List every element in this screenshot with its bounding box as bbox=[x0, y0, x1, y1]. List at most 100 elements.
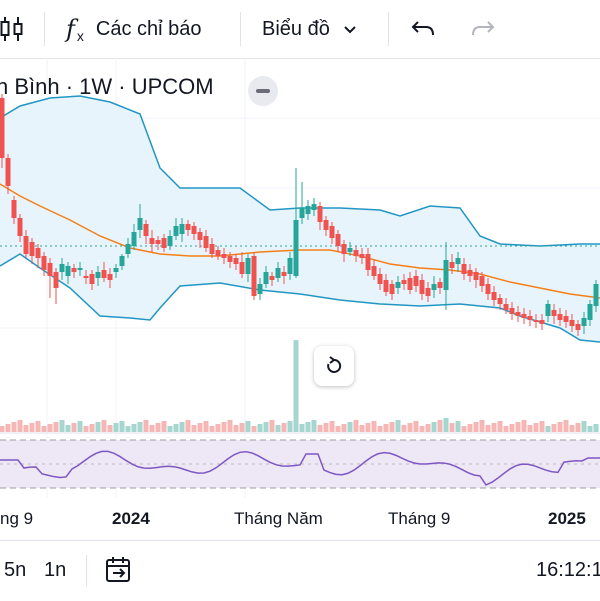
volume-bar bbox=[137, 422, 143, 432]
candle-body bbox=[245, 258, 251, 274]
volume-bar bbox=[371, 421, 377, 432]
volume-bar bbox=[473, 422, 479, 432]
volume-bar bbox=[155, 423, 161, 432]
candle-body bbox=[269, 276, 275, 280]
candle-body bbox=[203, 236, 209, 248]
candle-body bbox=[563, 316, 569, 322]
candle-body bbox=[143, 224, 149, 236]
candle-body bbox=[107, 274, 113, 280]
redo-button[interactable] bbox=[470, 0, 496, 58]
symbol-legend[interactable]: n Bình · 1W · UPCOM bbox=[0, 74, 214, 99]
volume-bar bbox=[497, 421, 503, 432]
volume-bar bbox=[263, 422, 269, 432]
volume-bar bbox=[341, 424, 347, 432]
volume-bar bbox=[173, 424, 179, 432]
candle-body bbox=[425, 288, 431, 296]
volume-bar bbox=[35, 421, 41, 432]
calendar-arrow-icon bbox=[106, 557, 130, 582]
reset-chart-button[interactable] bbox=[314, 346, 354, 386]
date-range-button[interactable] bbox=[104, 555, 134, 591]
volume-bar bbox=[245, 421, 251, 432]
candle-body bbox=[431, 284, 437, 290]
volume-bar bbox=[461, 426, 467, 432]
candle-body bbox=[173, 226, 179, 236]
volume-bar bbox=[293, 340, 299, 432]
volume-bar bbox=[101, 420, 107, 432]
volume-bar bbox=[515, 422, 521, 432]
candle-body bbox=[401, 280, 407, 284]
volume-bar bbox=[221, 422, 227, 432]
candle-body bbox=[329, 226, 335, 238]
volume-bar bbox=[365, 423, 371, 432]
bollinger-band-fill bbox=[0, 96, 600, 342]
candle-body bbox=[227, 256, 233, 262]
reset-icon bbox=[327, 356, 342, 373]
redo-icon bbox=[472, 21, 495, 36]
chart-type-dropdown[interactable]: Biểu đồ bbox=[262, 0, 358, 58]
undo-button[interactable] bbox=[410, 0, 436, 58]
minus-icon[interactable] bbox=[248, 76, 278, 106]
moving-average-line bbox=[0, 183, 600, 299]
volume-bar bbox=[257, 424, 263, 432]
candle-body bbox=[239, 262, 245, 274]
volume-bar bbox=[17, 420, 23, 432]
candle-body bbox=[497, 298, 503, 304]
candle-body bbox=[581, 318, 587, 326]
volume-bar bbox=[185, 420, 191, 432]
toolbar-separator bbox=[388, 12, 389, 46]
candle-body bbox=[569, 320, 575, 326]
candle-body bbox=[35, 248, 41, 258]
candle-body bbox=[521, 314, 527, 318]
candle-body bbox=[95, 272, 101, 278]
candle-body bbox=[359, 254, 365, 258]
candle-body bbox=[65, 266, 71, 276]
volume-bar bbox=[251, 426, 257, 432]
volume-bar bbox=[317, 425, 323, 432]
candle-body bbox=[287, 258, 293, 274]
volume-bar bbox=[527, 425, 533, 432]
volume-bar bbox=[425, 424, 431, 432]
volume-bar bbox=[215, 424, 221, 432]
candle-body bbox=[11, 200, 17, 218]
candle-body bbox=[593, 284, 599, 306]
candle-body bbox=[461, 264, 467, 274]
candle-body bbox=[161, 238, 167, 248]
toolbar-separator bbox=[240, 12, 241, 46]
candle-body bbox=[119, 256, 125, 266]
candle-body bbox=[47, 263, 53, 276]
volume-bar bbox=[539, 421, 545, 432]
volume-bar bbox=[347, 422, 353, 432]
candle-body bbox=[197, 232, 203, 240]
volume-bar bbox=[359, 425, 365, 432]
price-chart[interactable] bbox=[0, 58, 600, 540]
volume-bar bbox=[587, 426, 593, 432]
volume-bar bbox=[323, 423, 329, 432]
candle-body bbox=[233, 258, 239, 264]
candle-body bbox=[71, 268, 77, 272]
range-5n-button[interactable]: 5n bbox=[4, 559, 27, 581]
candle-body bbox=[347, 248, 353, 252]
volume-bar bbox=[77, 421, 83, 432]
volume-bar bbox=[353, 420, 359, 432]
candle-body bbox=[191, 226, 197, 234]
volume-bar bbox=[53, 422, 59, 432]
range-1n-button[interactable]: 1n bbox=[44, 559, 67, 581]
volume-bar bbox=[113, 423, 119, 432]
volume-bar bbox=[269, 420, 275, 432]
volume-bar bbox=[485, 425, 491, 432]
candle-body bbox=[221, 254, 227, 258]
candles-icon[interactable] bbox=[0, 0, 26, 58]
candle-body bbox=[389, 284, 395, 294]
candle-body bbox=[335, 234, 341, 246]
candle-body bbox=[125, 244, 131, 254]
volume-bar bbox=[209, 426, 215, 432]
candle-body bbox=[353, 250, 359, 256]
candle-body bbox=[407, 278, 413, 290]
volume-bar bbox=[563, 420, 569, 432]
volume-bar bbox=[467, 424, 473, 432]
volume-bar bbox=[305, 422, 311, 432]
volume-bar bbox=[413, 421, 419, 432]
candle-body bbox=[23, 236, 29, 254]
volume-bar bbox=[41, 426, 47, 432]
